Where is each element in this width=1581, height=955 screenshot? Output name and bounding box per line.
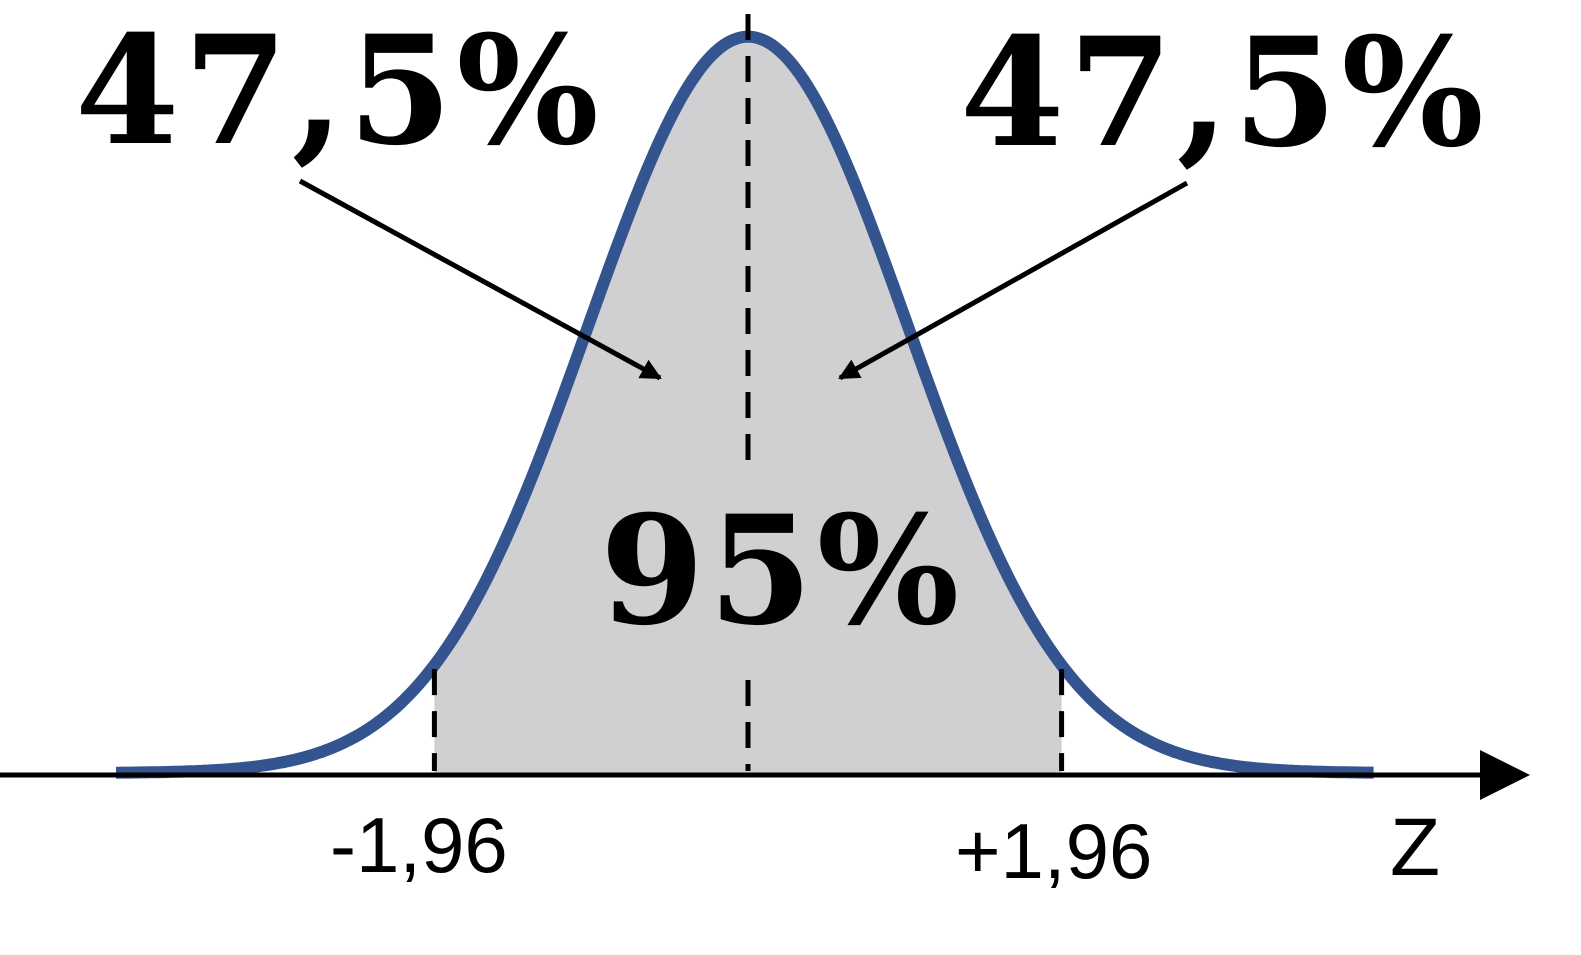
left-tick-label: -1,96: [330, 801, 508, 889]
z-axis-label: Z: [1390, 802, 1440, 893]
right-area-arrow: [838, 180, 1189, 381]
normal-curve: [113, 30, 1377, 779]
left-area-arrow: [298, 178, 662, 381]
right-area-label: 47,5%: [960, 5, 1488, 181]
z-axis-arrowhead: [1480, 750, 1530, 800]
left-area-label: 47,5%: [75, 3, 603, 179]
right-tick-label: +1,96: [955, 807, 1152, 895]
center-area-label: 95%: [600, 483, 963, 659]
